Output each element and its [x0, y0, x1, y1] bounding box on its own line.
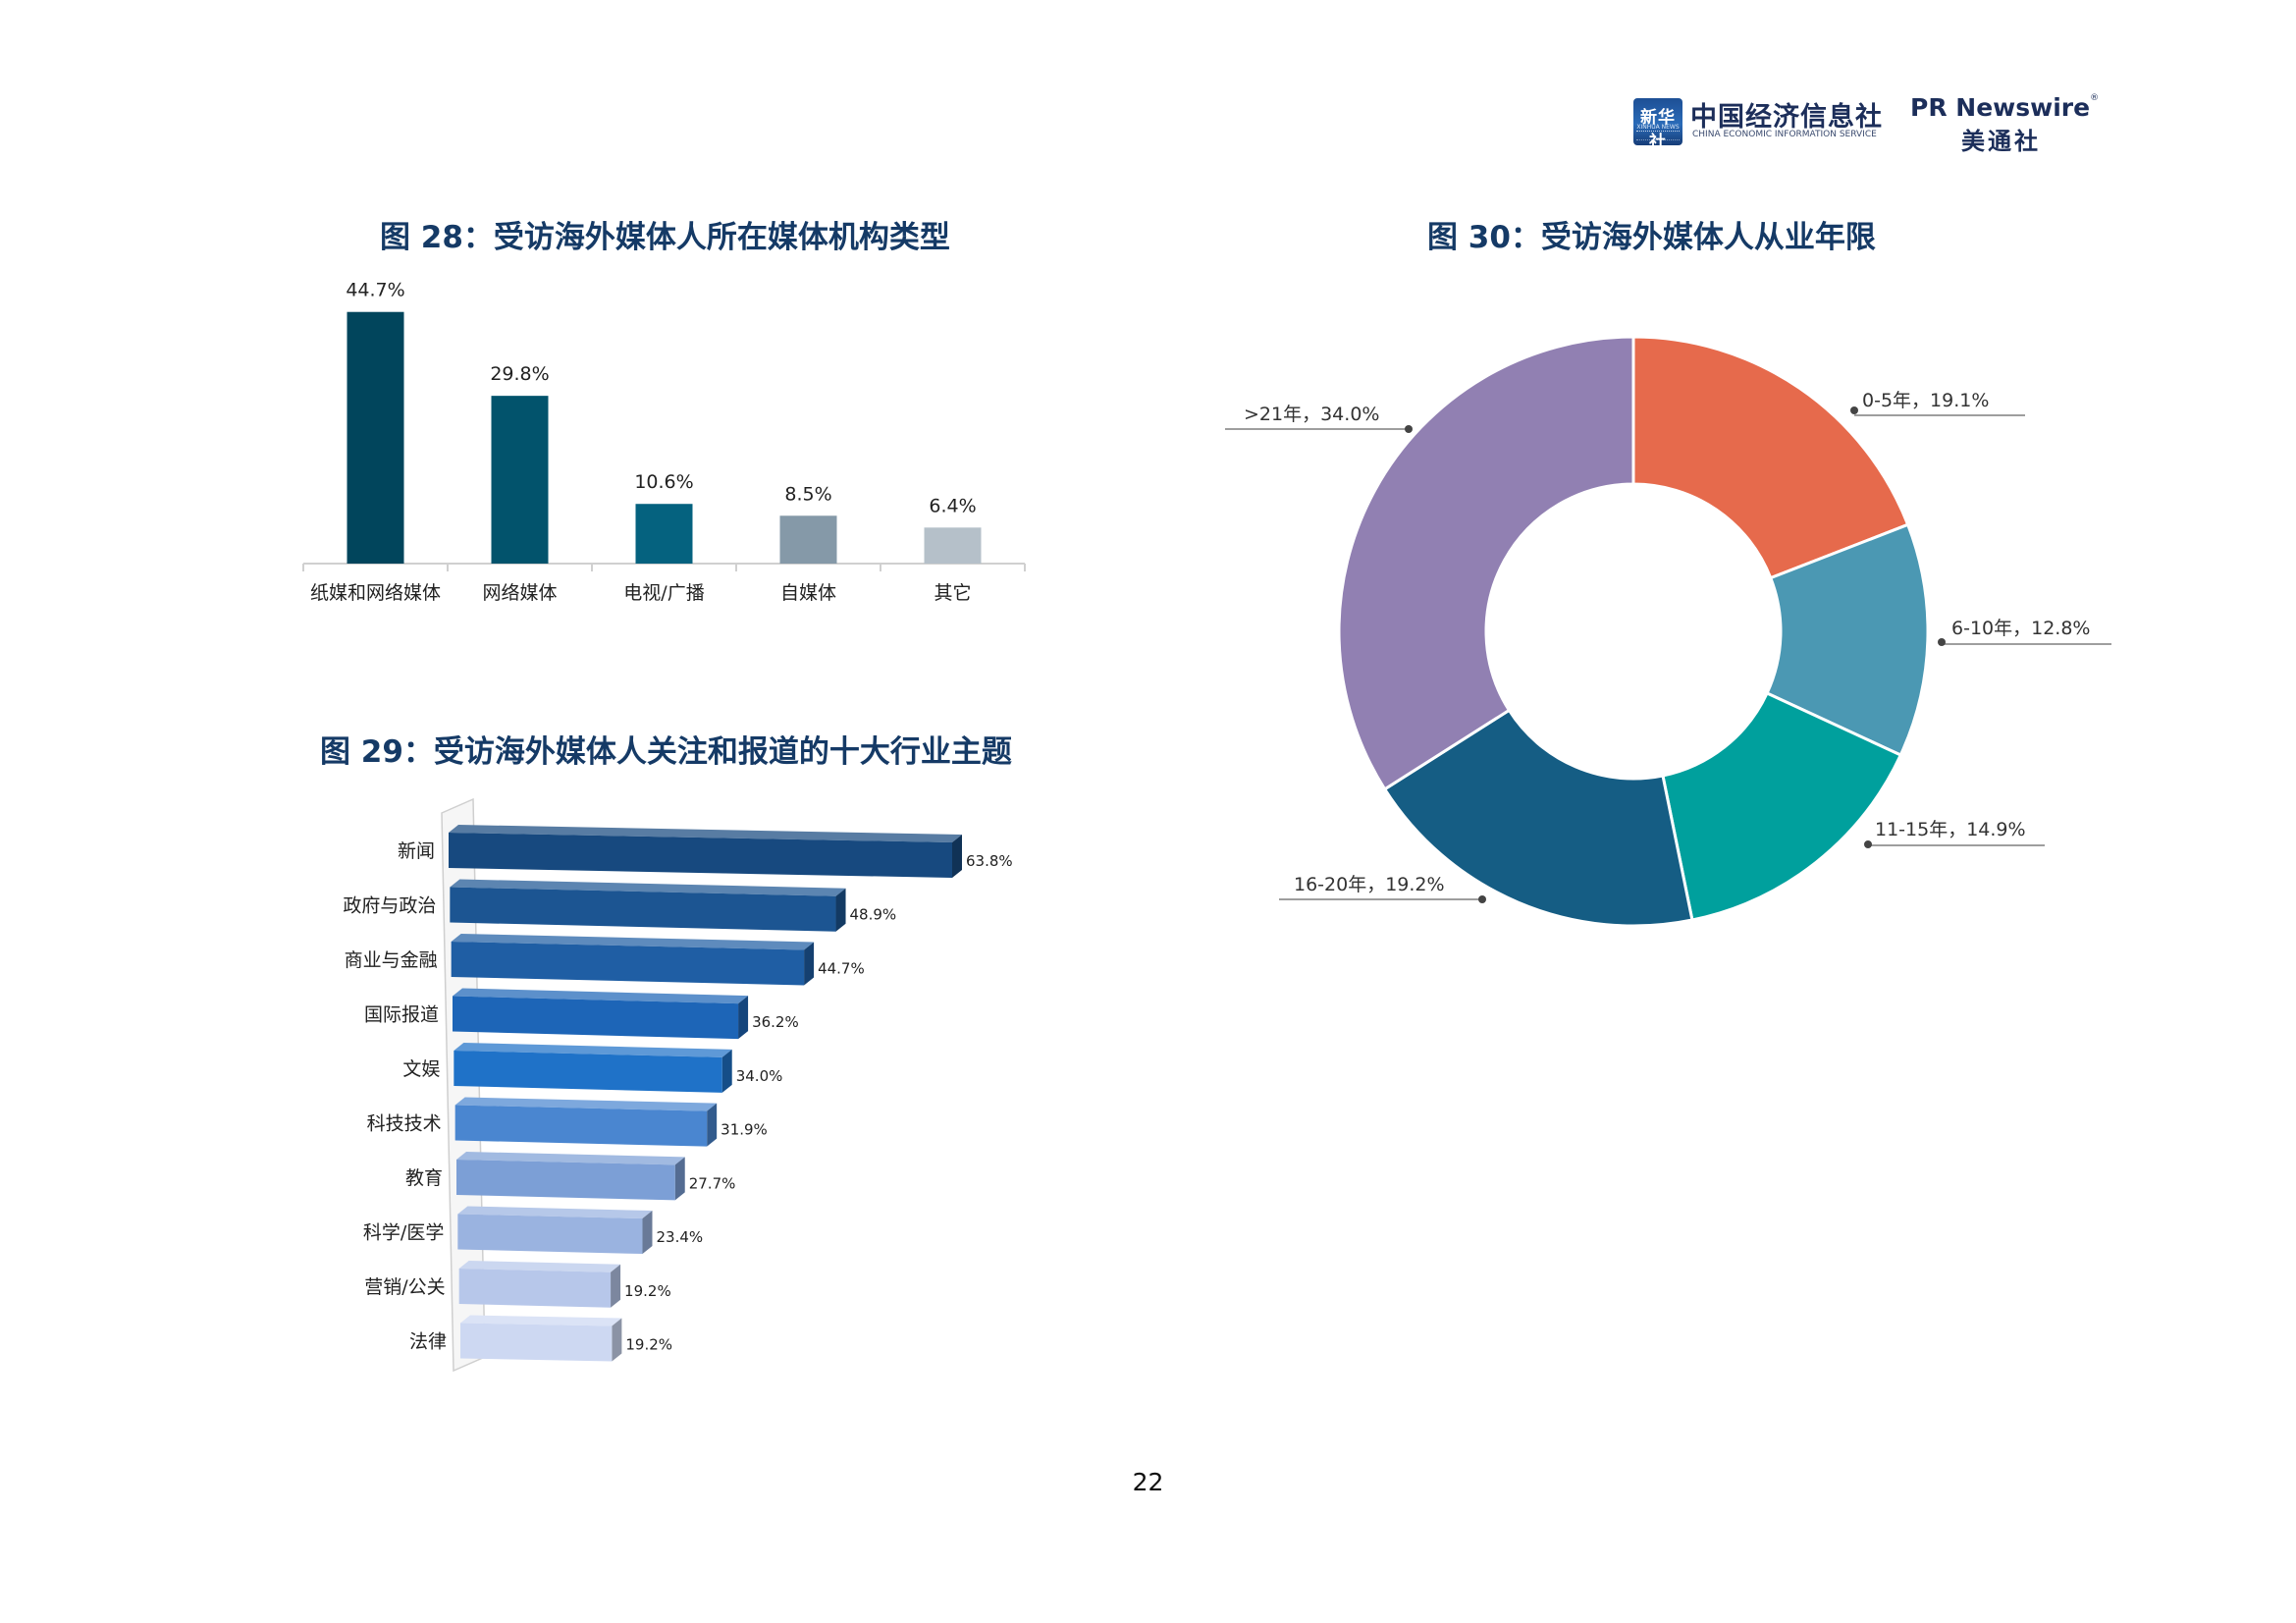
prn-logo-text: PR Newswire [1910, 93, 2091, 122]
fig29-data-label: 31.9% [721, 1121, 768, 1139]
fig29-category-label: 商业与金融 [345, 949, 438, 971]
fig29-data-label: 23.4% [656, 1228, 703, 1246]
fig29-data-label: 19.2% [625, 1336, 672, 1354]
xinhua-logo-badge: 新华社 XINHUA NEWS [1633, 98, 1682, 152]
fig30-leader-dot [1850, 406, 1858, 414]
fig29-bar [457, 1214, 643, 1255]
fig29-category-label: 营销/公关 [364, 1276, 445, 1298]
fig30-leader-dot [1864, 840, 1872, 848]
fig29-data-label: 44.7% [818, 959, 865, 977]
fig29-data-label: 19.2% [624, 1282, 671, 1300]
fig29-category-label: 国际报道 [364, 1004, 439, 1026]
fig28-title: 图 28：受访海外媒体人所在媒体机构类型 [380, 220, 950, 255]
fig29-bar [451, 942, 805, 986]
fig29-bar-side-face [611, 1264, 621, 1308]
fig30-leader-dot [1405, 425, 1413, 433]
fig28-category-label: 纸媒和网络媒体 [310, 582, 441, 604]
fig30-leader-dot [1938, 638, 1946, 646]
fig28-data-label: 10.6% [634, 471, 693, 493]
fig29-bar-side-face [674, 1157, 685, 1201]
xinhua-logo-pattern [1636, 131, 1680, 140]
fig29-bar-top-face [453, 988, 749, 1004]
fig29-bar-side-face [642, 1211, 653, 1255]
fig29-bar [450, 887, 836, 932]
fig30-slice [1631, 335, 1910, 580]
fig29-bar-side-face [952, 835, 962, 878]
fig30-slice [1382, 708, 1694, 928]
fig29-bar [460, 1323, 613, 1362]
fig29-bar [456, 1160, 675, 1201]
fig29-bar-top-face [449, 825, 962, 842]
fig30-data-label: 16-20年，19.2% [1294, 874, 1445, 895]
cei-logo-subtitle: CHINA ECONOMIC INFORMATION SERVICE [1692, 130, 1877, 139]
fig28-bar [347, 311, 404, 564]
fig29-bar-top-face [456, 1152, 685, 1165]
fig30-data-label: 11-15年，14.9% [1875, 819, 2026, 840]
fig28-category-label: 其它 [934, 582, 971, 604]
fig29-bar-top-face [460, 1315, 622, 1326]
xinhua-logo-subtext: XINHUA NEWS [1636, 124, 1680, 131]
fig29-category-label: 政府与政治 [343, 895, 436, 917]
fig29-category-label: 科技技术 [367, 1113, 442, 1135]
fig29-bar-side-face [707, 1103, 718, 1147]
fig30-title: 图 30：受访海外媒体人从业年限 [1427, 220, 1876, 255]
fig29-bar [454, 1105, 708, 1147]
fig28-bar [924, 527, 982, 564]
fig29-category-label: 新闻 [398, 840, 435, 862]
fig28-data-label: 8.5% [784, 483, 831, 505]
fig29-bar-top-face [457, 1206, 653, 1219]
fig28-bar [635, 504, 693, 564]
fig28-data-label: 29.8% [490, 363, 549, 385]
fig29-data-label: 63.8% [966, 852, 1013, 870]
fig29-bar-top-face [451, 934, 815, 950]
fig29-bar-side-face [721, 1049, 732, 1093]
fig29-category-label: 教育 [405, 1167, 443, 1189]
prn-registered-mark: ® [2090, 93, 2100, 103]
fig29-bar-side-face [804, 942, 815, 986]
fig29-bar-top-face [454, 1097, 718, 1111]
fig29-data-label: 34.0% [736, 1067, 783, 1085]
fig29-bar-side-face [835, 888, 846, 932]
fig29-bar-top-face [450, 879, 846, 896]
fig29-title: 图 29：受访海外媒体人关注和报道的十大行业主题 [320, 734, 1012, 770]
fig28-category-label: 自媒体 [780, 582, 836, 604]
fig30-slice [1661, 691, 1903, 922]
fig29-data-label: 36.2% [752, 1013, 799, 1031]
fig29-category-label: 文娱 [402, 1058, 440, 1080]
fig29-bar [449, 833, 952, 878]
fig29-bar [453, 996, 739, 1040]
fig29-bar [458, 1269, 612, 1308]
fig28-data-label: 6.4% [929, 495, 976, 516]
fig29-data-label: 48.9% [850, 906, 897, 924]
fig28-bar [491, 396, 549, 564]
xinhua-logo-text: 新华社 [1640, 108, 1676, 152]
fig29-category-label: 法律 [409, 1331, 447, 1353]
fig29-bar [454, 1051, 722, 1093]
page-number: 22 [1132, 1468, 1164, 1496]
fig30-slice [1765, 522, 1930, 758]
fig30-slice [1337, 335, 1635, 791]
fig30-leader-dot [1478, 895, 1486, 903]
fig29-bar-side-face [612, 1318, 622, 1362]
fig28-category-label: 网络媒体 [482, 582, 557, 604]
cei-logo-name: 中国经济信息社 [1690, 102, 1883, 133]
fig29-bar-side-face [738, 996, 749, 1040]
fig29-data-label: 27.7% [689, 1174, 736, 1192]
fig29-bar-top-face [454, 1043, 732, 1057]
fig30-data-label: 6-10年，12.8% [1951, 618, 2090, 639]
fig28-category-label: 电视/广播 [623, 582, 704, 604]
prn-logo-subtitle: 美通社 [1961, 128, 2041, 155]
fig30-data-label: >21年，34.0% [1244, 404, 1379, 425]
fig29-category-label: 科学/医学 [363, 1222, 444, 1244]
fig30-data-label: 0-5年，19.1% [1862, 390, 1989, 411]
fig28-bar [779, 515, 837, 564]
fig28-data-label: 44.7% [346, 280, 404, 301]
prn-logo-name: PR Newswire® [1910, 93, 2099, 122]
fig29-bar-top-face [458, 1261, 621, 1272]
